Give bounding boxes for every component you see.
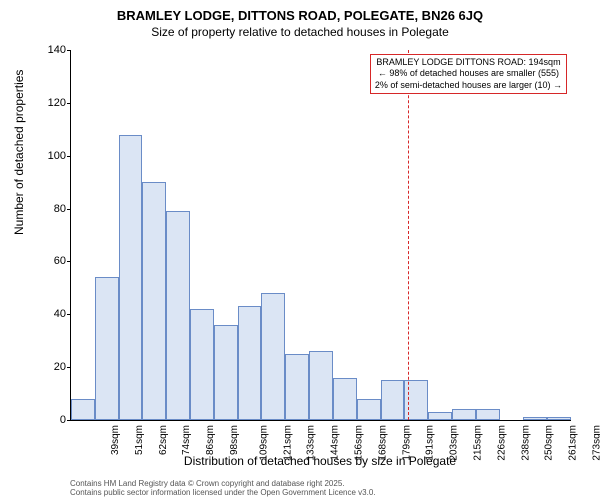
histogram-bar bbox=[333, 378, 357, 420]
x-tick-label: 273sqm bbox=[592, 425, 600, 461]
chart-title-main: BRAMLEY LODGE, DITTONS ROAD, POLEGATE, B… bbox=[0, 0, 600, 23]
plot-area: BRAMLEY LODGE DITTONS ROAD: 194sqm← 98% … bbox=[70, 50, 571, 421]
annotation-line: BRAMLEY LODGE DITTONS ROAD: 194sqm bbox=[375, 57, 562, 68]
x-tick-label: 98sqm bbox=[229, 425, 240, 455]
y-tick-mark bbox=[67, 261, 70, 262]
attribution-text: Contains HM Land Registry data © Crown c… bbox=[70, 479, 376, 498]
y-tick-label: 0 bbox=[60, 414, 66, 426]
annotation-box: BRAMLEY LODGE DITTONS ROAD: 194sqm← 98% … bbox=[370, 54, 567, 94]
attribution-line-2: Contains public sector information licen… bbox=[70, 488, 376, 498]
histogram-bar bbox=[142, 182, 166, 420]
histogram-bar bbox=[95, 277, 119, 420]
chart-container: BRAMLEY LODGE, DITTONS ROAD, POLEGATE, B… bbox=[0, 0, 600, 500]
histogram-bar bbox=[523, 417, 547, 420]
x-tick-label: 51sqm bbox=[134, 425, 145, 455]
attribution-line-1: Contains HM Land Registry data © Crown c… bbox=[70, 479, 376, 489]
y-tick-label: 100 bbox=[48, 150, 66, 162]
histogram-bar bbox=[381, 380, 405, 420]
histogram-bar bbox=[357, 399, 381, 420]
reference-vline bbox=[408, 50, 409, 420]
histogram-bar bbox=[166, 211, 190, 420]
x-tick-label: 86sqm bbox=[205, 425, 216, 455]
histogram-bar bbox=[238, 306, 262, 420]
annotation-line: 2% of semi-detached houses are larger (1… bbox=[375, 80, 562, 91]
y-tick-label: 40 bbox=[54, 308, 66, 320]
y-tick-label: 140 bbox=[48, 44, 66, 56]
annotation-line: ← 98% of detached houses are smaller (55… bbox=[375, 68, 562, 79]
chart-title-sub: Size of property relative to detached ho… bbox=[0, 23, 600, 39]
y-tick-mark bbox=[67, 420, 70, 421]
y-tick-mark bbox=[67, 103, 70, 104]
y-tick-label: 80 bbox=[54, 203, 66, 215]
y-tick-mark bbox=[67, 209, 70, 210]
histogram-bar bbox=[190, 309, 214, 420]
y-tick-mark bbox=[67, 50, 70, 51]
y-tick-mark bbox=[67, 367, 70, 368]
histogram-bar bbox=[261, 293, 285, 420]
histogram-bar bbox=[452, 409, 476, 420]
x-tick-label: 62sqm bbox=[158, 425, 169, 455]
histogram-bar bbox=[476, 409, 500, 420]
histogram-bar bbox=[428, 412, 452, 420]
histogram-bar bbox=[285, 354, 309, 420]
histogram-bar bbox=[309, 351, 333, 420]
x-axis-label: Distribution of detached houses by size … bbox=[70, 454, 570, 468]
histogram-bar bbox=[547, 417, 571, 420]
histogram-bar bbox=[214, 325, 238, 420]
x-tick-label: 39sqm bbox=[110, 425, 121, 455]
x-tick-label: 74sqm bbox=[181, 425, 192, 455]
y-tick-mark bbox=[67, 156, 70, 157]
histogram-bar bbox=[119, 135, 143, 420]
y-tick-label: 60 bbox=[54, 255, 66, 267]
histogram-bar bbox=[71, 399, 95, 420]
y-tick-label: 20 bbox=[54, 361, 66, 373]
y-tick-mark bbox=[67, 314, 70, 315]
y-tick-label: 120 bbox=[48, 97, 66, 109]
y-axis-label: Number of detached properties bbox=[12, 70, 26, 235]
